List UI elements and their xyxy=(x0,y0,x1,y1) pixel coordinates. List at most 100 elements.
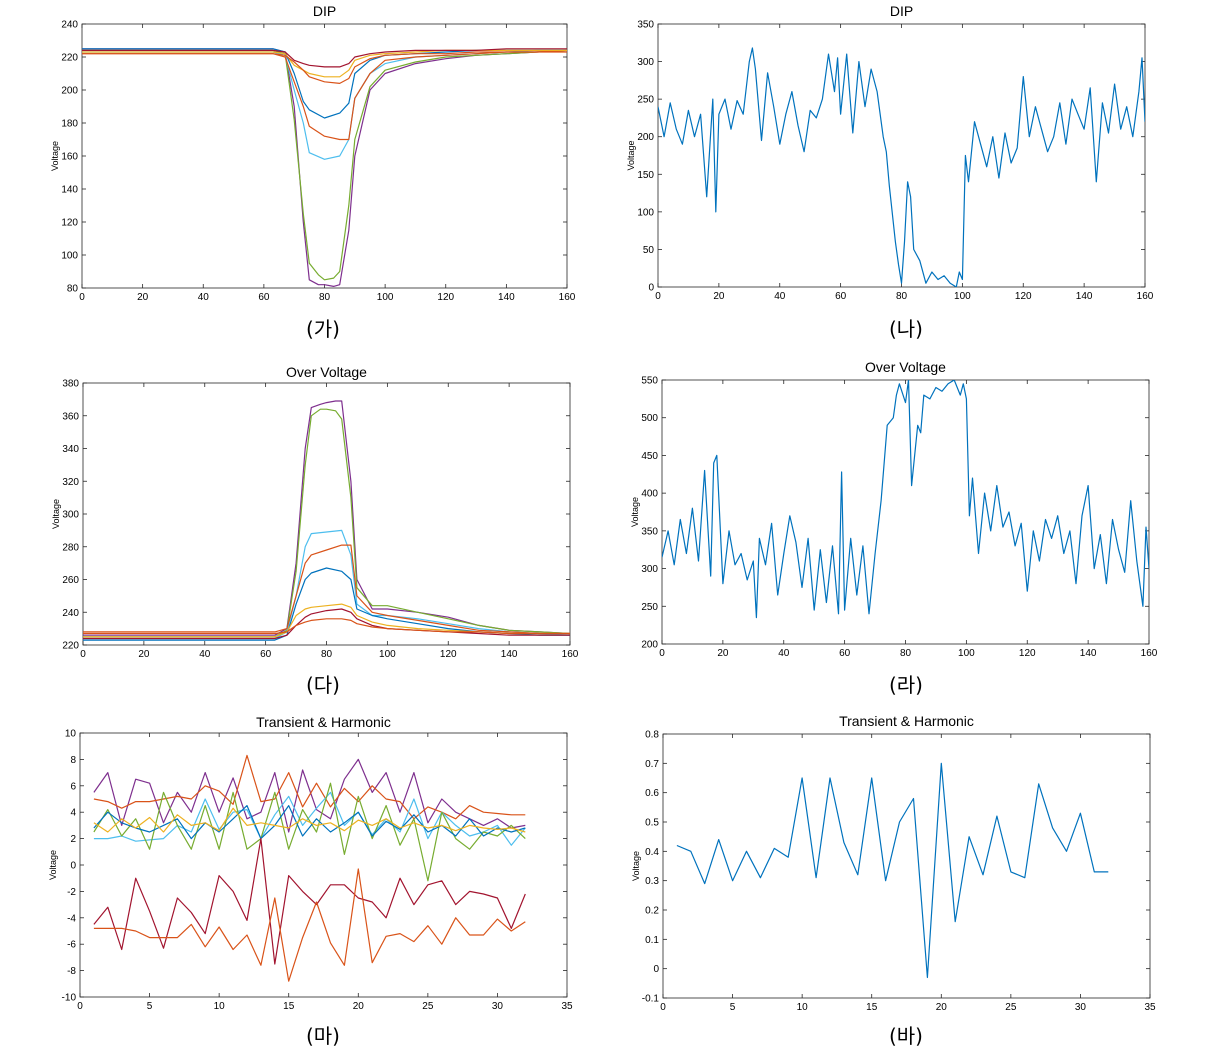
y-tick-label: 0 xyxy=(648,283,654,294)
caption-c: (다) xyxy=(305,673,340,697)
series-line-7 xyxy=(83,618,570,635)
x-tick-label: 80 xyxy=(321,649,333,660)
y-tick-label: 0 xyxy=(70,861,76,872)
series-line-3 xyxy=(82,49,567,141)
x-tick-label: 40 xyxy=(774,291,786,302)
series-line-0 xyxy=(93,758,526,833)
x-tick-label: 60 xyxy=(835,291,847,302)
y-axis-label: Voltage xyxy=(630,497,640,527)
caption-a: (가) xyxy=(305,317,340,341)
plot-area xyxy=(82,382,571,646)
series-line-7 xyxy=(93,868,526,982)
plot-area xyxy=(657,23,1146,288)
x-tick-label: 25 xyxy=(422,1001,434,1012)
y-tick-label: 340 xyxy=(62,444,79,455)
chart-title: Over Voltage xyxy=(865,359,946,375)
series-line-5 xyxy=(93,807,526,833)
y-tick-label: -4 xyxy=(67,913,76,924)
y-tick-label: 160 xyxy=(61,152,78,163)
y-tick-label: 350 xyxy=(637,20,654,31)
y-tick-label: 0.4 xyxy=(645,847,659,858)
chart-title: DIP xyxy=(890,3,913,19)
x-tick-label: 0 xyxy=(80,649,86,660)
y-tick-label: 50 xyxy=(643,245,655,256)
plot-area xyxy=(661,379,1150,645)
y-tick-label: 550 xyxy=(641,376,658,387)
series-line-6 xyxy=(82,48,567,68)
x-tick-label: 160 xyxy=(1137,291,1154,302)
caption-d: (라) xyxy=(888,673,923,697)
y-tick-label: 320 xyxy=(62,477,79,488)
chart-1: DIP Voltage 0 20 40 60 80 100 120 140 160 0 50 100 150… xyxy=(626,3,1154,302)
y-tick-label: 250 xyxy=(637,95,654,106)
y-tick-label: 8 xyxy=(70,755,76,766)
y-tick-label: 350 xyxy=(641,526,658,537)
series-line-6 xyxy=(93,837,526,965)
y-axis-label: Voltage xyxy=(631,851,641,881)
x-tick-label: 120 xyxy=(440,649,457,660)
x-tick-label: 15 xyxy=(283,1001,295,1012)
x-tick-label: 60 xyxy=(839,648,851,659)
y-tick-label: 6 xyxy=(70,781,76,792)
x-tick-label: 120 xyxy=(1015,291,1032,302)
y-tick-label: 400 xyxy=(641,489,658,500)
series-line-2 xyxy=(93,791,526,846)
y-tick-label: -10 xyxy=(62,993,77,1004)
y-tick-label: 240 xyxy=(62,608,79,619)
y-tick-label: 250 xyxy=(641,602,658,613)
plot-area xyxy=(79,732,568,998)
plot-area xyxy=(662,733,1151,999)
y-tick-label: -0.1 xyxy=(642,994,660,1005)
caption-f: (바) xyxy=(888,1024,923,1048)
x-tick-label: 20 xyxy=(713,291,725,302)
x-tick-label: 40 xyxy=(778,648,790,659)
x-tick-label: 140 xyxy=(1080,648,1097,659)
y-tick-label: 380 xyxy=(62,379,79,390)
x-tick-label: 0 xyxy=(77,1001,83,1012)
y-axis-label: Voltage xyxy=(50,141,60,171)
y-tick-label: 0.8 xyxy=(645,730,659,741)
chart-title: Transient & Harmonic xyxy=(256,714,391,730)
y-tick-label: 300 xyxy=(637,57,654,68)
y-tick-label: 200 xyxy=(637,132,654,143)
x-tick-label: 160 xyxy=(559,292,576,303)
chart-3: Over Voltage Voltage 0 20 40 60 80 100 120 140 160… xyxy=(630,359,1158,659)
y-tick-label: 240 xyxy=(61,20,78,31)
x-tick-label: 15 xyxy=(866,1002,878,1013)
y-axis-label: Voltage xyxy=(48,850,58,880)
x-tick-label: 40 xyxy=(198,292,210,303)
series-line-6 xyxy=(83,608,570,640)
y-tick-label: 0.6 xyxy=(645,788,659,799)
x-tick-label: 100 xyxy=(379,649,396,660)
x-tick-label: 0 xyxy=(659,648,665,659)
x-tick-label: 20 xyxy=(353,1001,365,1012)
y-axis-label: Voltage xyxy=(51,499,61,529)
x-tick-label: 20 xyxy=(137,292,149,303)
y-tick-label: 260 xyxy=(62,575,79,586)
y-tick-label: 180 xyxy=(61,119,78,130)
x-tick-label: 35 xyxy=(1144,1002,1156,1013)
caption-e: (마) xyxy=(305,1024,340,1048)
y-tick-label: 360 xyxy=(62,411,79,422)
x-tick-label: 20 xyxy=(717,648,729,659)
y-tick-label: 80 xyxy=(67,284,79,295)
x-tick-label: 120 xyxy=(437,292,454,303)
x-tick-label: 20 xyxy=(138,649,150,660)
y-tick-label: 300 xyxy=(62,510,79,521)
y-tick-label: 220 xyxy=(61,53,78,64)
y-tick-label: 200 xyxy=(641,640,658,651)
x-tick-label: 140 xyxy=(498,292,515,303)
y-tick-label: -6 xyxy=(67,940,76,951)
y-tick-label: 100 xyxy=(61,251,78,262)
x-tick-label: 30 xyxy=(1075,1002,1087,1013)
x-tick-label: 100 xyxy=(958,648,975,659)
chart-5: Transient & Harmonic Voltage 0 5 10 15 20 25 30 3… xyxy=(631,713,1156,1013)
x-tick-label: 160 xyxy=(562,649,579,660)
x-tick-label: 10 xyxy=(214,1001,226,1012)
series-line-1 xyxy=(83,408,570,638)
y-tick-label: 10 xyxy=(65,729,77,740)
x-tick-label: 120 xyxy=(1019,648,1036,659)
x-tick-label: 0 xyxy=(79,292,85,303)
